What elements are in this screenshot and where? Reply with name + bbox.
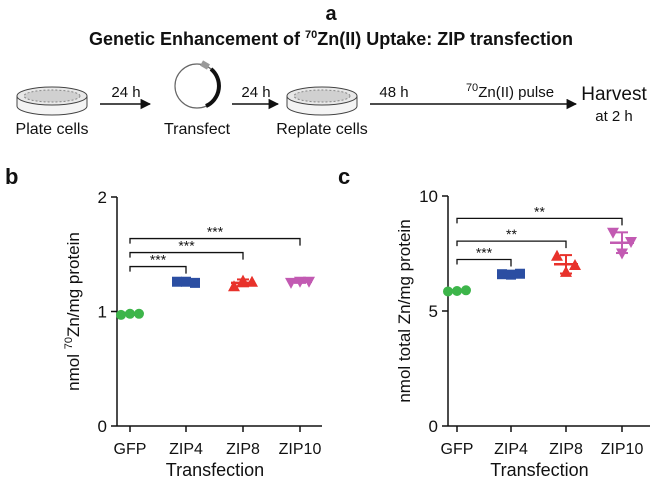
y-tick-label: 0 (98, 417, 107, 436)
x-tick-label: ZIP10 (601, 441, 644, 458)
title-sup: 70 (305, 29, 317, 41)
dish-icon (286, 86, 358, 116)
y-tick-label: 1 (98, 303, 107, 322)
title: Genetic Enhancement of 70Zn(II) Uptake: … (89, 29, 573, 49)
y-label-text: nmol (64, 349, 83, 391)
x-tick-label: ZIP8 (549, 441, 583, 458)
group (172, 276, 200, 288)
step-label: Replate cells (276, 121, 368, 138)
panel-label: a (325, 3, 337, 25)
y-tick-label: 0 (429, 417, 438, 436)
group (228, 274, 258, 292)
x-axis-label: Transfection (490, 460, 588, 480)
group (285, 276, 315, 289)
y-label-sup: 70 (63, 337, 75, 349)
significance-bracket (129, 251, 244, 260)
significance-bracket (129, 237, 301, 246)
y-tick-label: 10 (419, 187, 438, 206)
step-label: Plate cells (16, 121, 89, 138)
x-axis-label: Transfection (166, 460, 264, 480)
significance-label: ** (534, 203, 545, 219)
significance-label: *** (476, 245, 493, 261)
y-axis-label: nmol 70Zn/mg protein (63, 232, 83, 391)
group (607, 227, 637, 260)
x-tick-label: GFP (114, 441, 147, 458)
significance-bracket (456, 258, 512, 267)
significance-bracket (129, 265, 187, 274)
y-axis-label: nmol total Zn/mg protein (395, 219, 414, 402)
plasmid-icon (174, 60, 221, 109)
data-point (246, 275, 258, 287)
group (443, 285, 471, 297)
x-tick-label: ZIP8 (226, 441, 260, 458)
significance-label: *** (207, 224, 224, 240)
x-tick-label: ZIP4 (169, 441, 203, 458)
data-point (616, 248, 628, 260)
panel-label: c (338, 164, 350, 189)
significance-label: ** (506, 226, 517, 242)
significance-bracket (456, 217, 623, 226)
pulse-label: 70Zn(II) pulse (466, 82, 554, 101)
step-label: Transfect (164, 121, 231, 138)
y-label-text: Zn/mg protein (64, 232, 83, 337)
title-text: Genetic Enhancement of (89, 29, 305, 49)
data-point (560, 265, 572, 277)
x-tick-label: ZIP4 (494, 441, 528, 458)
pulse-sup: 70 (466, 82, 478, 94)
pulse-text: Zn(II) pulse (478, 84, 554, 101)
data-point (551, 249, 563, 261)
significance-label: *** (178, 238, 195, 254)
y-tick-label: 2 (98, 188, 107, 207)
data-point (228, 280, 240, 292)
group (551, 249, 581, 277)
group (497, 268, 525, 280)
step-time: 24 h (111, 84, 140, 101)
group (116, 308, 144, 320)
step-time: 24 h (241, 84, 270, 101)
title-text: Zn(II) Uptake: ZIP transfection (317, 29, 573, 49)
step-label: Harvest (581, 84, 647, 105)
step-time: 48 h (379, 84, 408, 101)
x-tick-label: ZIP10 (279, 441, 322, 458)
data-point (607, 227, 619, 239)
step-time: at 2 h (595, 108, 633, 125)
dish-icon (16, 86, 88, 116)
panel-label: b (5, 164, 18, 189)
significance-label: *** (150, 252, 167, 268)
significance-bracket (456, 240, 567, 249)
y-tick-label: 5 (429, 302, 438, 321)
x-tick-label: GFP (441, 441, 474, 458)
